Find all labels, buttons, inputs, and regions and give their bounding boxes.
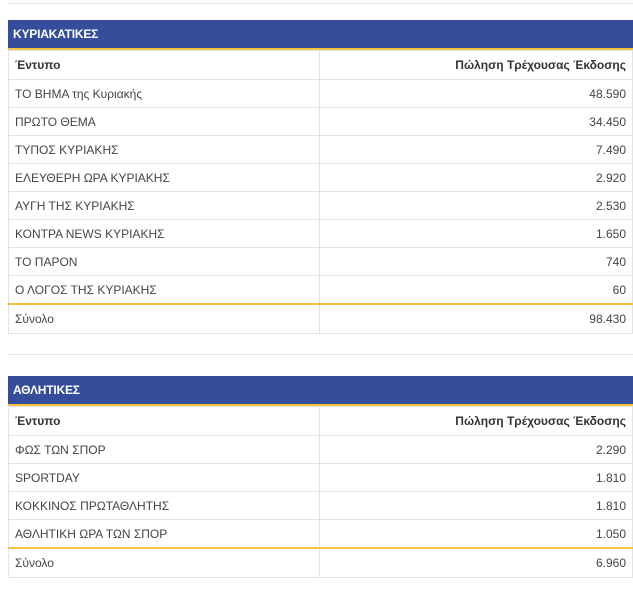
top-divider xyxy=(8,3,633,4)
section-sunday: ΚΥΡΙΑΚΑΤΙΚΕΣ Έντυπο Πώληση Τρέχουσας Έκδ… xyxy=(8,20,633,334)
total-row: Σύνολο 6.960 xyxy=(8,547,633,578)
total-label: Σύνολο xyxy=(8,547,320,578)
publication-name: ΤΟ ΠΑΡΟΝ xyxy=(8,247,320,276)
sales-value: 7.490 xyxy=(319,135,633,164)
table-row: ΕΛΕΥΘΕΡΗ ΩΡΑ ΚΥΡΙΑΚΗΣ 2.920 xyxy=(8,163,633,192)
section-sports: ΑΘΛΗΤΙΚΕΣ Έντυπο Πώληση Τρέχουσας Έκδοση… xyxy=(8,376,633,578)
sales-table: Έντυπο Πώληση Τρέχουσας Έκδοσης ΤΟ ΒΗΜΑ … xyxy=(8,50,633,334)
table-row: ΑΘΛΗΤΙΚΗ ΩΡΑ ΤΩΝ ΣΠΟΡ 1.050 xyxy=(8,519,633,549)
sales-value: 2.920 xyxy=(319,163,633,192)
publication-name: SPORTDAY xyxy=(8,463,320,492)
sales-table: Έντυπο Πώληση Τρέχουσας Έκδοσης ΦΩΣ ΤΩΝ … xyxy=(8,406,633,578)
sales-value: 60 xyxy=(319,275,633,305)
sales-value: 2.290 xyxy=(319,435,633,464)
column-header-name: Έντυπο xyxy=(8,406,320,436)
sales-value: 2.530 xyxy=(319,191,633,220)
publication-name: ΑΘΛΗΤΙΚΗ ΩΡΑ ΤΩΝ ΣΠΟΡ xyxy=(8,519,320,549)
table-row: ΚΟΝΤΡΑ NEWS ΚΥΡΙΑΚΗΣ 1.650 xyxy=(8,219,633,248)
sales-value: 1.810 xyxy=(319,491,633,520)
table-header-row: Έντυπο Πώληση Τρέχουσας Έκδοσης xyxy=(8,50,633,80)
sales-value: 1.650 xyxy=(319,219,633,248)
table-row: ΠΡΩΤΟ ΘΕΜΑ 34.450 xyxy=(8,107,633,136)
total-value: 98.430 xyxy=(319,303,633,334)
table-row: ΦΩΣ ΤΩΝ ΣΠΟΡ 2.290 xyxy=(8,435,633,464)
section-title: ΑΘΛΗΤΙΚΕΣ xyxy=(8,376,633,406)
column-header-name: Έντυπο xyxy=(8,50,320,80)
sales-value: 1.810 xyxy=(319,463,633,492)
sales-value: 48.590 xyxy=(319,79,633,108)
publication-name: Ο ΛΟΓΟΣ ΤΗΣ ΚΥΡΙΑΚΗΣ xyxy=(8,275,320,305)
total-label: Σύνολο xyxy=(8,303,320,334)
table-header-row: Έντυπο Πώληση Τρέχουσας Έκδοσης xyxy=(8,406,633,436)
total-row: Σύνολο 98.430 xyxy=(8,303,633,334)
sales-value: 740 xyxy=(319,247,633,276)
total-value: 6.960 xyxy=(319,547,633,578)
publication-name: ΑΥΓΗ ΤΗΣ ΚΥΡΙΑΚΗΣ xyxy=(8,191,320,220)
table-row: ΤΟ ΒΗΜΑ της Κυριακής 48.590 xyxy=(8,79,633,108)
sales-value: 1.050 xyxy=(319,519,633,549)
publication-name: ΚΟΚΚΙΝΟΣ ΠΡΩΤΑΘΛΗΤΗΣ xyxy=(8,491,320,520)
section-divider xyxy=(8,354,633,355)
table-row: Ο ΛΟΓΟΣ ΤΗΣ ΚΥΡΙΑΚΗΣ 60 xyxy=(8,275,633,305)
table-row: ΤΟ ΠΑΡΟΝ 740 xyxy=(8,247,633,276)
publication-name: ΤΥΠΟΣ ΚΥΡΙΑΚΗΣ xyxy=(8,135,320,164)
table-row: ΤΥΠΟΣ ΚΥΡΙΑΚΗΣ 7.490 xyxy=(8,135,633,164)
publication-name: ΠΡΩΤΟ ΘΕΜΑ xyxy=(8,107,320,136)
publication-name: ΚΟΝΤΡΑ NEWS ΚΥΡΙΑΚΗΣ xyxy=(8,219,320,248)
section-title: ΚΥΡΙΑΚΑΤΙΚΕΣ xyxy=(8,20,633,50)
publication-name: ΦΩΣ ΤΩΝ ΣΠΟΡ xyxy=(8,435,320,464)
publication-name: ΕΛΕΥΘΕΡΗ ΩΡΑ ΚΥΡΙΑΚΗΣ xyxy=(8,163,320,192)
column-header-sales: Πώληση Τρέχουσας Έκδοσης xyxy=(319,406,633,436)
sales-value: 34.450 xyxy=(319,107,633,136)
publication-name: ΤΟ ΒΗΜΑ της Κυριακής xyxy=(8,79,320,108)
table-row: SPORTDAY 1.810 xyxy=(8,463,633,492)
column-header-sales: Πώληση Τρέχουσας Έκδοσης xyxy=(319,50,633,80)
table-row: ΚΟΚΚΙΝΟΣ ΠΡΩΤΑΘΛΗΤΗΣ 1.810 xyxy=(8,491,633,520)
table-row: ΑΥΓΗ ΤΗΣ ΚΥΡΙΑΚΗΣ 2.530 xyxy=(8,191,633,220)
